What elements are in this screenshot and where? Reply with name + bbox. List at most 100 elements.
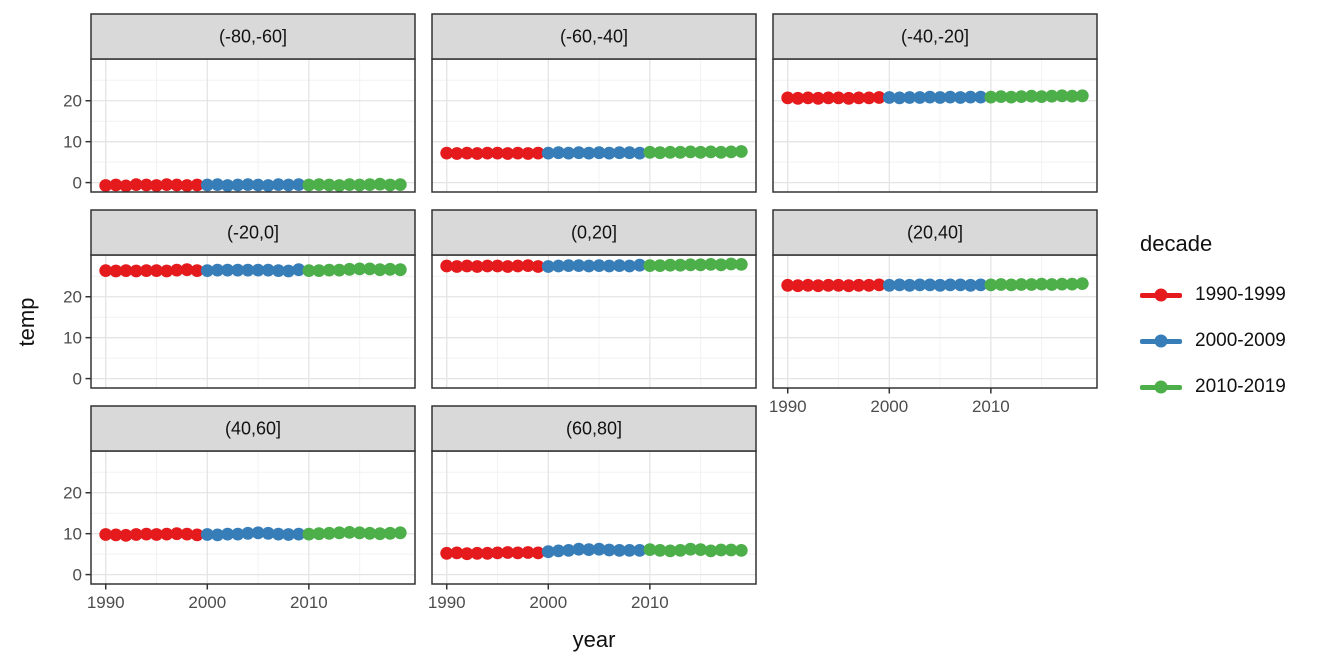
legend-entry-label: 2000-2009: [1195, 330, 1286, 351]
data-point: [852, 278, 866, 292]
data-point: [592, 259, 606, 272]
facet-strip: [431, 13, 757, 60]
data-point: [109, 178, 123, 192]
data-point: [562, 146, 575, 160]
x-tick-label: 2010: [972, 397, 1010, 416]
data-point: [694, 145, 707, 159]
data-point: [714, 543, 728, 557]
data-point: [811, 279, 825, 293]
data-point: [592, 146, 606, 160]
data-point: [481, 146, 494, 160]
data-point: [353, 526, 366, 540]
y-tick-label: 10: [63, 133, 82, 152]
data-point: [943, 90, 957, 104]
x-tick-label: 2000: [529, 593, 567, 612]
data-point: [964, 90, 977, 104]
data-point: [511, 259, 525, 273]
facet-strip-label: (60,80]: [566, 419, 622, 439]
data-point: [734, 258, 748, 271]
data-point: [974, 90, 988, 104]
data-point: [882, 278, 896, 292]
data-point: [552, 146, 565, 160]
data-point: [903, 278, 916, 292]
data-point: [440, 546, 454, 560]
data-point: [684, 145, 697, 159]
data-point: [140, 527, 153, 541]
data-point: [211, 178, 224, 192]
data-point: [99, 528, 113, 541]
data-point: [353, 262, 366, 276]
data-point: [903, 91, 916, 104]
data-point: [460, 259, 474, 273]
x-tick-label: 2000: [870, 397, 908, 416]
data-point: [643, 543, 657, 556]
data-point: [109, 528, 123, 542]
data-point: [200, 528, 214, 541]
data-point: [633, 258, 647, 272]
data-point: [221, 179, 235, 192]
data-point: [1075, 89, 1089, 103]
data-point: [572, 146, 586, 160]
data-point: [862, 278, 876, 292]
data-point: [312, 527, 326, 541]
x-tick-label: 2010: [631, 593, 669, 612]
data-point: [180, 527, 194, 541]
data-point: [109, 264, 123, 278]
legend-entry-label: 2010-2019: [1195, 376, 1286, 397]
data-point: [393, 263, 407, 277]
data-point: [1065, 89, 1079, 103]
data-point: [653, 259, 667, 272]
legend: decade 1990-1999 2000-2009 2010-2019: [1140, 231, 1286, 426]
data-point: [491, 259, 504, 273]
data-point: [501, 260, 515, 273]
data-point: [791, 279, 805, 293]
data-point: [531, 546, 545, 560]
data-point: [801, 91, 815, 105]
data-point: [302, 264, 316, 277]
x-tick-label: 1990: [87, 593, 125, 612]
data-point: [1075, 277, 1089, 290]
y-tick-label: 0: [73, 370, 82, 389]
data-point: [343, 526, 356, 539]
data-point: [440, 259, 454, 273]
data-point: [734, 145, 748, 158]
y-tick-label: 20: [63, 288, 82, 307]
data-point: [343, 262, 356, 276]
data-point: [1004, 278, 1018, 292]
data-point: [842, 91, 856, 105]
facet-strip: [772, 13, 1098, 60]
data-point: [613, 544, 626, 557]
data-point: [984, 278, 998, 292]
x-axis-title: year: [572, 627, 616, 652]
data-point: [1055, 89, 1069, 103]
data-point: [1035, 277, 1048, 291]
legend-key-dot: [1154, 380, 1168, 394]
data-point: [791, 91, 805, 105]
facet-strip: [431, 209, 757, 256]
facet-panel: [773, 59, 1097, 192]
data-point: [781, 91, 795, 105]
data-point: [572, 542, 586, 556]
data-point: [704, 544, 718, 558]
data-point: [714, 145, 728, 159]
data-point: [353, 178, 366, 192]
data-point: [261, 179, 275, 192]
data-point: [140, 178, 153, 192]
data-point: [383, 262, 397, 276]
data-point: [781, 278, 795, 292]
facet-panel: [91, 255, 415, 388]
y-tick-label: 20: [63, 484, 82, 503]
data-point: [582, 146, 596, 160]
facet-strip-label: (-20,0]: [227, 223, 279, 243]
data-point: [643, 145, 657, 159]
data-point: [190, 264, 204, 277]
legend-entry: 1990-1999: [1140, 284, 1286, 305]
data-point: [974, 278, 988, 292]
facet-panel: [773, 255, 1097, 388]
legend-key-dot: [1154, 288, 1168, 302]
data-point: [241, 178, 255, 192]
data-point: [363, 526, 377, 540]
y-tick-label: 10: [63, 525, 82, 544]
data-point: [511, 146, 525, 160]
